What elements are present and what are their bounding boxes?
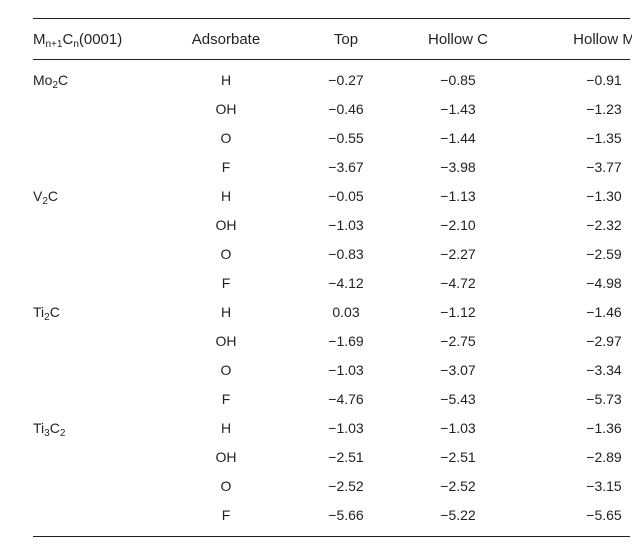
table-row: V2C H −0.05 −1.13 −1.30	[33, 188, 622, 207]
table-row: O −2.52 −2.52 −3.15	[220, 478, 622, 494]
surface-label: V2C	[33, 188, 59, 207]
header-rule	[33, 59, 630, 60]
surface-label: Mo2C	[33, 72, 69, 91]
header-surface: Mn+1Cn(0001)	[33, 31, 123, 50]
table-row: Mo2C H −0.27 −0.85 −0.91	[33, 72, 622, 91]
table-row: Ti3C2 H −1.03 −1.03 −1.36	[33, 420, 622, 439]
bottom-rule	[33, 536, 630, 537]
table-body: Mo2C H −0.27 −0.85 −0.91 OH −0.46 −1.43 −1.23 O −0…	[33, 66, 630, 536]
table-row: OH −2.51 −2.51 −2.89	[215, 449, 622, 465]
table-row: Ti2C H 0.03 −1.12 −1.46	[33, 304, 622, 323]
table-row: F −3.67 −3.98 −3.77	[221, 159, 622, 175]
table-row: F −5.66 −5.22 −5.65	[221, 507, 622, 523]
adsorption-energy-table: Mn+1Cn(0001) Adsorbate Top Hollow C Holl…	[33, 18, 632, 537]
header-row: Mn+1Cn(0001) Adsorbate Top Hollow C Holl…	[33, 31, 632, 50]
table-row: O −0.83 −2.27 −2.59	[220, 246, 622, 262]
table-row: OH −1.03 −2.10 −2.32	[215, 217, 622, 233]
top-rule	[33, 18, 630, 19]
table-row: O −0.55 −1.44 −1.35	[220, 130, 622, 146]
surface-label: Ti3C2	[33, 420, 66, 439]
table-row: F −4.76 −5.43 −5.73	[221, 391, 622, 407]
table-row: OH −0.46 −1.43 −1.23	[215, 101, 622, 117]
table-row: OH −1.69 −2.75 −2.97	[215, 333, 622, 349]
table-row: O −1.03 −3.07 −3.34	[220, 362, 622, 378]
table-row: F −4.12 −4.72 −4.98	[221, 275, 622, 291]
surface-label: Ti2C	[33, 304, 60, 323]
